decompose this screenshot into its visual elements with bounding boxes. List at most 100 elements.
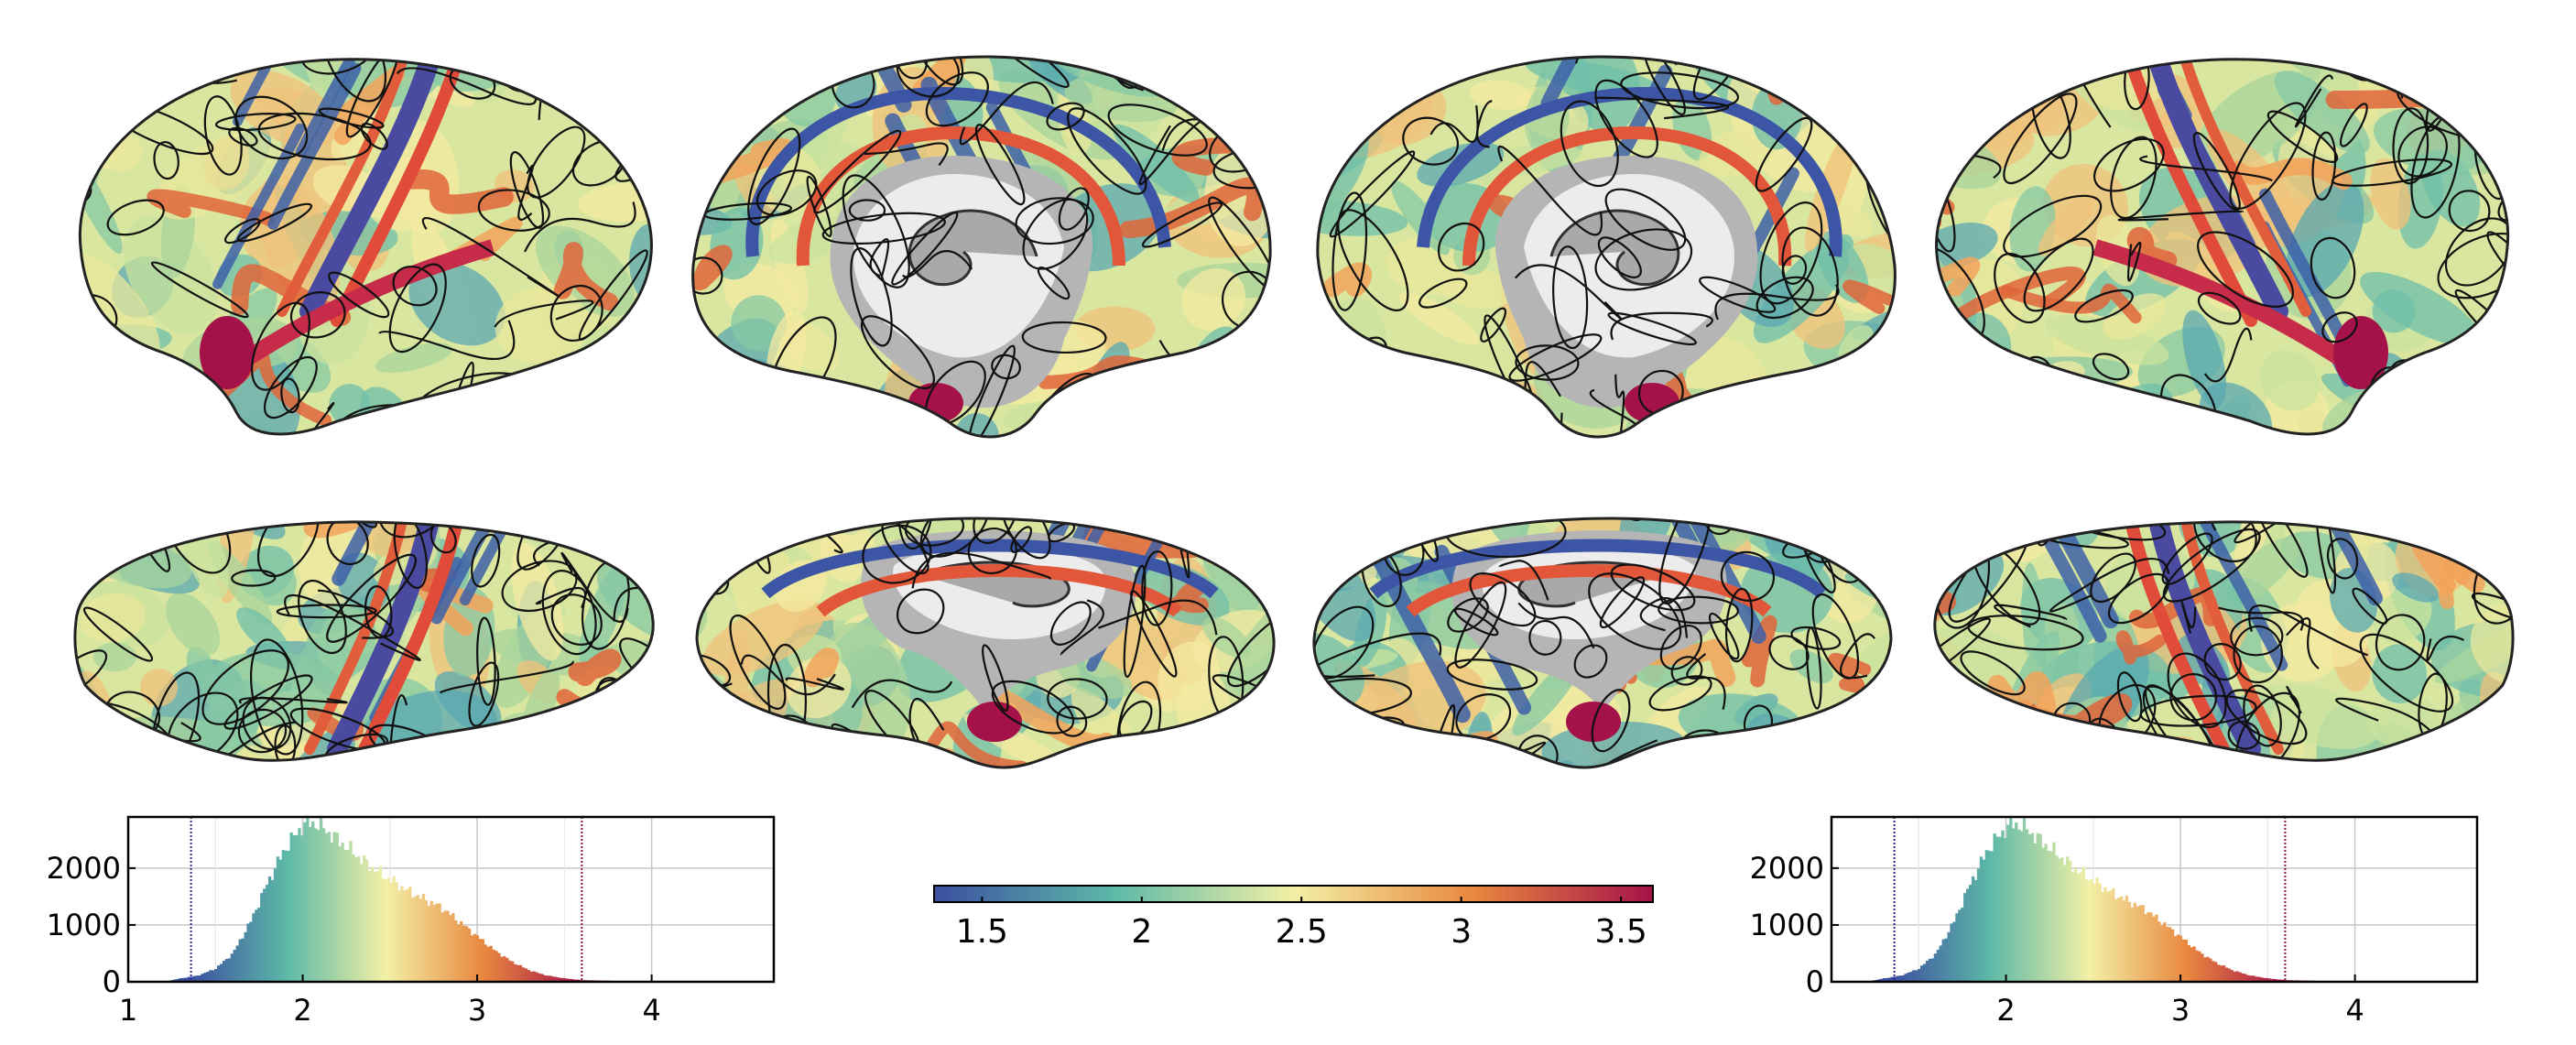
histogram-bar	[2201, 953, 2204, 982]
colorbar-tick-label: 3.5	[1594, 913, 1647, 951]
histogram-bar	[2033, 843, 2038, 982]
histogram-bar	[2158, 921, 2161, 982]
histogram-bar	[413, 896, 418, 982]
brain-left-superior	[62, 502, 663, 777]
histogram-bar	[352, 854, 355, 982]
histogram-bar	[1966, 888, 1970, 982]
histogram-bar	[354, 857, 358, 982]
histogram-bar	[1995, 836, 1999, 982]
histogram-bar	[184, 977, 189, 982]
histogram-bar	[2114, 898, 2118, 982]
histogram-bar	[559, 977, 563, 982]
histogram-bar	[1969, 885, 1973, 982]
histogram-bar	[2244, 974, 2247, 982]
x-tick-label: 2	[293, 993, 311, 1028]
histogram-bar	[2081, 866, 2086, 982]
histogram-bar	[1982, 859, 1986, 982]
histogram-bar	[364, 859, 369, 982]
histogram-bar	[349, 841, 353, 982]
histogram-bar	[1984, 850, 1989, 982]
histogram-bar	[540, 974, 544, 982]
colorbar-tick-label: 2.5	[1276, 913, 1328, 951]
histogram-bar	[1882, 978, 1886, 982]
y-tick-label: 1000	[47, 908, 121, 942]
histogram-bar	[284, 850, 288, 982]
x-tick-label: 3	[468, 993, 486, 1028]
histogram-bar	[438, 903, 441, 982]
brain-right-superior-svg	[1933, 520, 2515, 762]
histogram-bar	[292, 834, 296, 982]
histogram-bar	[432, 904, 436, 982]
y-tick-label: 0	[1806, 964, 1824, 999]
histogram-bar	[2015, 822, 2018, 982]
histogram-bar	[367, 871, 372, 982]
histogram-bar	[263, 888, 266, 982]
histogram-bar	[524, 968, 528, 982]
histogram-bar	[454, 920, 458, 982]
histogram-bar	[2009, 817, 2013, 982]
brain-left-superior-svg	[73, 520, 655, 762]
histogram-bar	[375, 871, 380, 982]
histogram-bar	[300, 835, 304, 982]
histogram-bar	[1922, 963, 1927, 982]
histogram-bar	[2098, 883, 2102, 982]
histogram-bar	[403, 890, 407, 982]
histogram-bar	[2133, 902, 2136, 982]
histogram-bar	[1971, 876, 1975, 982]
histogram-bar	[187, 976, 190, 982]
histogram-bar	[276, 856, 280, 982]
histogram-bar	[2027, 833, 2032, 982]
histogram-bar	[2255, 976, 2258, 982]
histogram-bar	[2270, 978, 2275, 982]
x-tick-label: 4	[2345, 993, 2364, 1028]
histogram-bar	[408, 887, 412, 982]
histogram-bar	[467, 928, 472, 982]
histogram-bar	[2090, 878, 2093, 982]
histogram-bar	[2049, 851, 2053, 982]
histogram-bar	[2041, 847, 2045, 982]
histogram-bar	[557, 977, 560, 982]
histogram-right-svg: 2 3 4 0 1000 2000	[1750, 815, 2479, 1028]
histogram-bar	[373, 872, 377, 982]
histogram-bar	[2152, 916, 2156, 982]
histogram-bar	[327, 832, 332, 982]
histogram-bar	[1936, 950, 1940, 982]
histogram-bar	[2163, 922, 2167, 982]
histogram-bar	[2073, 867, 2078, 982]
histogram-bar	[255, 909, 258, 982]
histogram-bar	[2076, 873, 2081, 982]
histogram-bar	[2176, 934, 2180, 982]
histogram-bar	[2116, 898, 2121, 982]
histogram-bar	[418, 898, 423, 982]
brain-left-inferior-svg	[695, 517, 1276, 769]
histogram-bar	[281, 850, 286, 982]
histogram-bar	[564, 978, 569, 982]
histogram-bar	[2001, 830, 2005, 982]
histogram-bar	[2060, 857, 2064, 982]
histogram-bar	[389, 883, 393, 982]
histogram-bar	[179, 978, 183, 982]
histogram-bar	[446, 910, 450, 982]
histogram-bar	[421, 893, 426, 982]
histogram-bar	[319, 815, 323, 982]
histogram-bar	[2063, 865, 2067, 982]
histogram-bar	[2181, 939, 2185, 982]
histogram-bar	[1961, 908, 1964, 982]
histogram-bar	[570, 979, 574, 982]
histogram-bar	[1915, 970, 1918, 982]
histogram-bar	[346, 850, 350, 982]
histogram-bar	[460, 920, 463, 982]
histogram-bar	[464, 926, 469, 982]
colorbar-tick-label: 2	[1131, 913, 1152, 951]
histogram-bar	[378, 865, 383, 982]
histogram-bar	[1885, 977, 1889, 982]
histogram-bar	[2071, 872, 2075, 982]
histogram-bar	[270, 879, 275, 982]
histogram-bar	[397, 890, 401, 982]
histogram-bar	[2209, 958, 2212, 982]
histogram-bar	[2276, 979, 2280, 982]
histogram-bar	[260, 893, 264, 982]
histogram-bar	[384, 878, 387, 982]
histogram-bar	[1952, 921, 1956, 982]
histogram-bar	[316, 830, 321, 982]
